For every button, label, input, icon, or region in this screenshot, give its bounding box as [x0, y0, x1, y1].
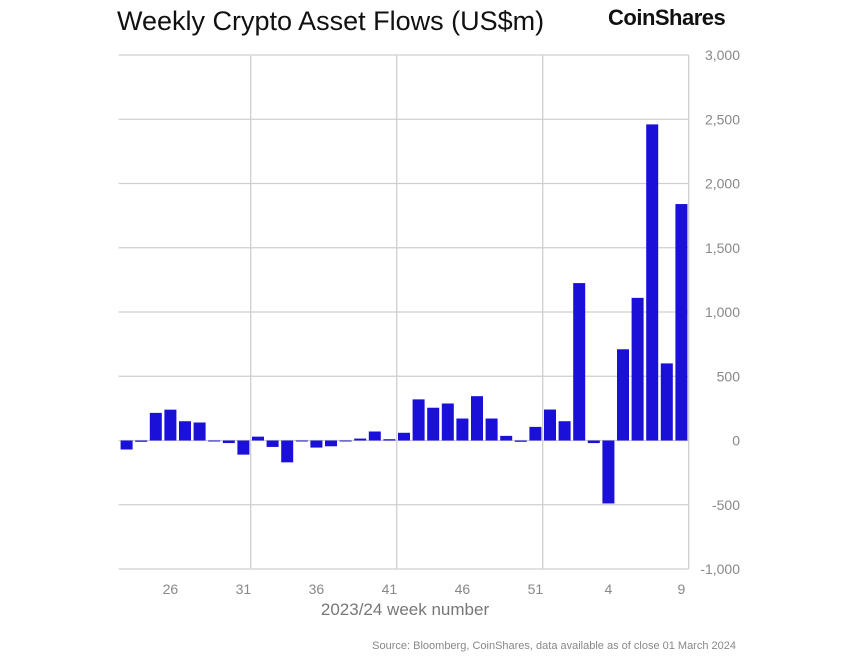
coinshares-logo: CoinShares	[608, 5, 726, 30]
bar-week-37	[325, 440, 337, 447]
bar-week-39	[354, 438, 367, 441]
bar-week-35	[295, 440, 308, 442]
x-tick-label: 9	[678, 581, 686, 597]
x-tick-label: 26	[163, 581, 179, 597]
bar-week-3	[587, 440, 600, 444]
x-tick-label: 4	[605, 581, 613, 597]
bar-week-2	[573, 283, 586, 441]
bar-week-44	[427, 407, 440, 441]
bar-week-42	[398, 432, 410, 441]
bar-week-51	[529, 426, 542, 441]
bar-week-30	[222, 440, 235, 444]
bar-week-49	[500, 435, 513, 441]
bar-week-43	[412, 399, 425, 441]
bar-week-50	[514, 440, 527, 442]
bar-week-5	[617, 349, 629, 441]
bar-week-40	[368, 431, 381, 441]
bar-week-26	[164, 409, 177, 441]
y-tick-label: -1,000	[700, 561, 740, 577]
bar-week-23	[120, 440, 133, 450]
chart-title: Weekly Crypto Asset Flows (US$m)	[117, 6, 545, 36]
bar-week-48	[485, 418, 498, 441]
bar-week-1	[558, 421, 571, 441]
bar-week-33	[266, 440, 279, 447]
bar-week-32	[252, 436, 264, 441]
bar-week-46	[456, 418, 469, 441]
bar-week-27	[179, 421, 191, 441]
x-tick-label: 41	[382, 581, 398, 597]
bar-week-34	[281, 440, 294, 463]
y-tick-label: 1,500	[705, 240, 740, 256]
bar-week-45	[441, 403, 454, 441]
bar-week-28	[193, 422, 206, 441]
bar-week-47	[471, 396, 483, 441]
bar-week-7	[646, 124, 659, 441]
bar-week-8	[660, 363, 673, 441]
bar-week-29	[208, 440, 221, 442]
y-tick-label: 1,000	[705, 304, 740, 320]
bar-week-52	[544, 409, 556, 441]
x-axis-label: 2023/24 week number	[320, 600, 490, 619]
source-note: Source: Bloomberg, CoinShares, data avai…	[372, 640, 736, 652]
x-tick-label: 46	[455, 581, 471, 597]
y-tick-label: 3,000	[705, 47, 740, 63]
bar-week-31	[237, 440, 250, 455]
bar-week-9	[675, 204, 688, 441]
bar-week-38	[339, 440, 352, 442]
bar-week-25	[149, 412, 162, 441]
y-tick-label: 2,000	[705, 176, 740, 192]
y-tick-label: 2,500	[705, 111, 740, 127]
y-tick-label: 0	[732, 433, 740, 449]
x-tick-label: 31	[236, 581, 252, 597]
y-tick-label: -500	[712, 497, 740, 513]
bar-week-24	[135, 440, 148, 442]
bar-week-41	[383, 439, 396, 441]
x-tick-label: 51	[528, 581, 544, 597]
x-tick-label: 36	[309, 581, 325, 597]
bar-week-6	[631, 297, 644, 441]
bar-week-4	[602, 440, 615, 504]
bar-week-36	[310, 440, 323, 448]
y-tick-label: 500	[717, 368, 741, 384]
